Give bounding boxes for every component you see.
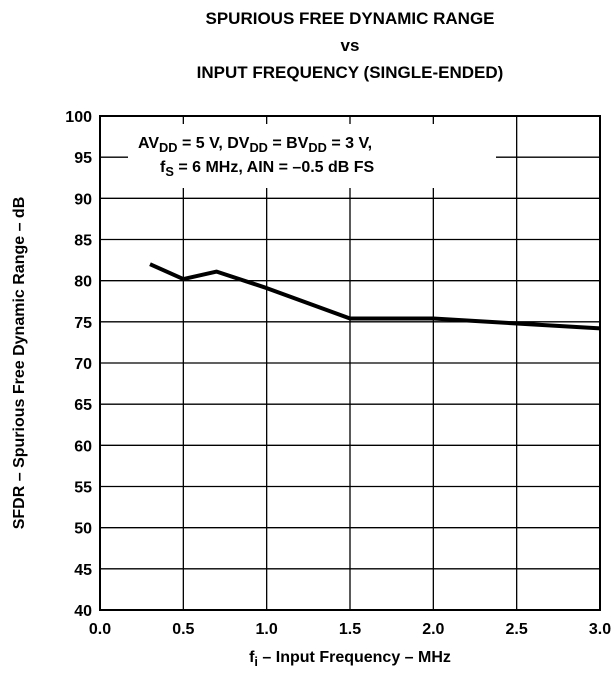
y-tick-label: 60 (74, 438, 92, 455)
x-tick-label: 0.5 (172, 621, 194, 638)
subscript: DD (249, 140, 267, 155)
y-tick-label: 75 (74, 315, 92, 332)
x-tick-label: 1.5 (339, 621, 361, 638)
subscript: i (254, 654, 258, 669)
x-tick-label: 2.5 (506, 621, 528, 638)
x-tick-label: 3.0 (589, 621, 611, 638)
x-tick-label: 2.0 (422, 621, 444, 638)
subscript: DD (308, 140, 326, 155)
y-tick-label: 40 (74, 603, 92, 620)
y-axis-label: SFDR – Spurious Free Dynamic Range – dB (11, 197, 28, 530)
y-tick-label: 100 (65, 109, 92, 126)
text-part: = 6 MHz, AIN = –0.5 dB FS (174, 159, 375, 176)
y-tick-label: 95 (74, 150, 92, 167)
annotation-box (128, 124, 496, 188)
x-tick-label: 1.0 (256, 621, 278, 638)
y-tick-label: 50 (74, 521, 92, 538)
text-part: AV (138, 135, 159, 152)
y-tick-label: 85 (74, 233, 92, 250)
x-tick-label: 0.0 (89, 621, 111, 638)
y-tick-label: 55 (74, 480, 92, 497)
y-tick-label: 90 (74, 191, 92, 208)
data-line (149, 262, 601, 331)
subscript: DD (159, 140, 177, 155)
annotation: fS = 6 MHz, AIN = –0.5 dB FS (160, 159, 375, 179)
annotation: AVDD = 5 V, DVDD = BVDD = 3 V, (138, 135, 372, 155)
text-part: = 3 V, (327, 135, 372, 152)
chart-title: SPURIOUS FREE DYNAMIC RANGE (205, 9, 494, 28)
plot-frame (99, 115, 601, 611)
text-part: = 5 V, DV (178, 135, 250, 152)
text-part: f (249, 649, 255, 666)
chart-title: INPUT FREQUENCY (SINGLE-ENDED) (197, 63, 504, 82)
y-tick-label: 70 (74, 356, 92, 373)
y-tick-label: 80 (74, 274, 92, 291)
chart-title: vs (341, 36, 360, 55)
x-axis-label: fi – Input Frequency – MHz (249, 649, 451, 669)
text-part: f (160, 159, 166, 176)
text-part: – Input Frequency – MHz (258, 649, 451, 666)
y-tick-label: 65 (74, 397, 92, 414)
text-part: = BV (268, 135, 309, 152)
y-tick-label: 45 (74, 562, 92, 579)
subscript: S (165, 164, 174, 179)
